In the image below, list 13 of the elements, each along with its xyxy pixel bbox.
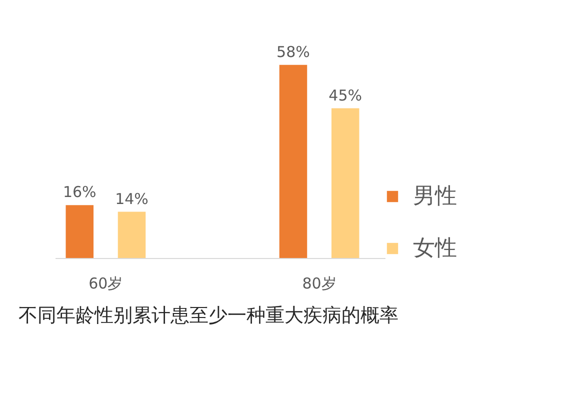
- x-tick-label: 80岁: [302, 274, 336, 292]
- x-tick-label: 60岁: [88, 274, 123, 292]
- bar: [279, 64, 308, 258]
- bar: [66, 205, 94, 258]
- legend-label: 女性: [413, 235, 457, 263]
- data-label: 58%: [276, 42, 310, 61]
- bar: [331, 108, 360, 258]
- data-label: 16%: [62, 183, 96, 202]
- text: 不同年龄性别累计患至少一种重大疾病的概率: [18, 304, 398, 326]
- legend-label: 男性: [413, 183, 457, 211]
- data-label: 14%: [115, 190, 148, 208]
- data-label: 45%: [328, 86, 362, 104]
- bar: [118, 212, 146, 258]
